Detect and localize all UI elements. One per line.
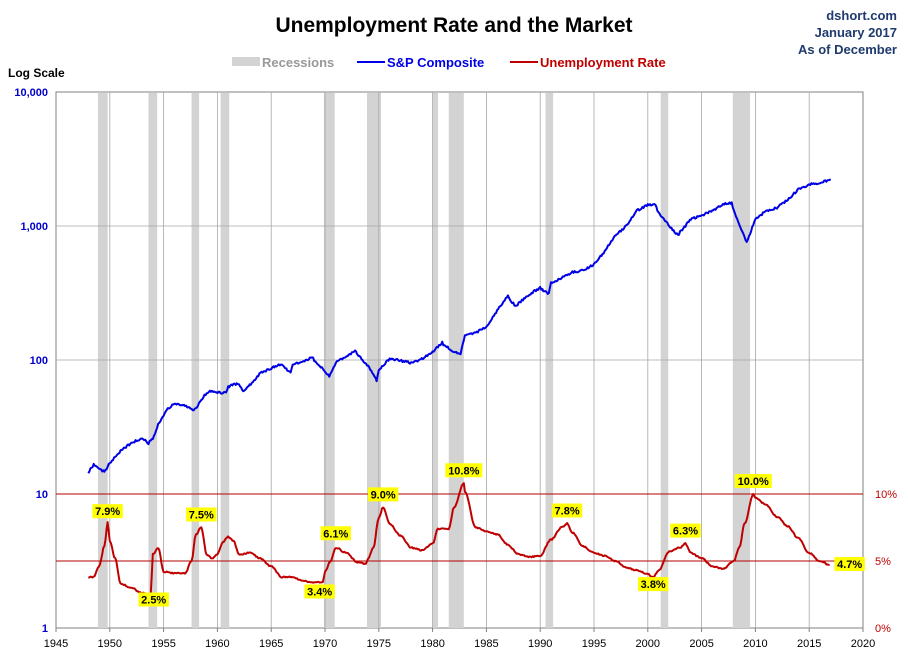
legend: Recessions S&P Composite Unemployment Ra… — [232, 55, 666, 70]
recession-band — [220, 93, 230, 628]
x-tick-label: 1970 — [313, 638, 337, 650]
callout-box — [670, 523, 701, 538]
chart-title: Unemployment Rate and the Market — [275, 14, 632, 37]
left-tick-label: 1 — [42, 623, 48, 635]
callout-box — [186, 507, 217, 522]
legend-label-sp: S&P Composite — [387, 55, 484, 70]
callout-box — [138, 592, 169, 607]
right-tick-label: 0% — [875, 623, 891, 635]
callout-label: 7.9% — [95, 506, 120, 518]
callout-label: 7.8% — [555, 505, 580, 517]
source-as-of: As of December — [798, 42, 897, 57]
callout-box — [320, 526, 351, 541]
left-tick-label: 1,000 — [20, 221, 48, 233]
right-tick-label: 10% — [875, 489, 897, 501]
left-tick-label: 10 — [36, 489, 48, 501]
x-tick-label: 1960 — [205, 638, 229, 650]
x-tick-label: 1985 — [474, 638, 498, 650]
x-tick-label: 1955 — [151, 638, 175, 650]
callout-label: 3.8% — [641, 579, 666, 591]
source-site: dshort.com — [826, 8, 897, 23]
callout-box — [304, 584, 335, 599]
legend-swatch-recessions — [232, 57, 260, 66]
x-tick-label: 1995 — [582, 638, 606, 650]
callout-label: 6.1% — [323, 528, 348, 540]
legend-label-unemp: Unemployment Rate — [540, 55, 666, 70]
x-tick-label: 2010 — [743, 638, 767, 650]
unemployment-rate-line — [88, 482, 830, 596]
x-tick-label: 1980 — [420, 638, 444, 650]
x-axis: 1945 1950 1955 1960 1965 1970 1975 1980 1985 1990… — [44, 628, 875, 650]
callout-box — [445, 463, 483, 478]
recession-band — [545, 93, 554, 628]
x-tick-label: 1975 — [367, 638, 391, 650]
callout-label: 7.5% — [189, 510, 214, 522]
callout-label: 9.0% — [371, 489, 396, 501]
y-scale-label: Log Scale — [8, 66, 65, 80]
series-lines — [87, 178, 832, 596]
left-tick-label: 10,000 — [14, 87, 48, 99]
recession-band — [732, 93, 751, 628]
recession-band — [323, 93, 335, 628]
source-date: January 2017 — [815, 25, 897, 40]
callout-label: 10.8% — [448, 465, 479, 477]
callout-box — [834, 557, 865, 572]
callout-box — [734, 474, 772, 488]
legend-label-recessions: Recessions — [262, 55, 334, 70]
callout-label: 10.0% — [738, 476, 769, 488]
sp-composite-line — [87, 178, 832, 474]
left-axis: 1 10 100 1,000 10,000 — [14, 87, 48, 635]
x-tick-label: 2000 — [636, 638, 660, 650]
x-tick-label: 1945 — [44, 638, 68, 650]
x-tick-label: 1950 — [98, 638, 122, 650]
callout-box — [92, 504, 123, 519]
callout-box — [637, 577, 669, 592]
x-tick-label: 2015 — [797, 638, 821, 650]
callout-box — [367, 487, 399, 502]
recession-band — [448, 93, 464, 628]
recession-band — [432, 93, 438, 628]
callout-box — [551, 503, 583, 518]
callout-label: 2.5% — [141, 595, 166, 607]
callout-label: 3.4% — [307, 586, 332, 598]
callout-label: 6.3% — [673, 526, 698, 538]
recession-band — [148, 93, 158, 628]
callouts: 7.9% 2.5% 7.5% 6.1% 3.4% 9.0% 10.8% 7.8% 6.3% 3.8… — [92, 463, 865, 607]
x-tick-label: 1990 — [528, 638, 552, 650]
recession-band — [191, 93, 200, 628]
x-tick-label: 2005 — [689, 638, 713, 650]
callout-label: 4.7% — [837, 559, 862, 571]
recession-band — [660, 93, 669, 628]
x-tick-label: 2020 — [851, 638, 875, 650]
recession-band — [97, 93, 108, 628]
right-tick-label: 5% — [875, 556, 891, 568]
right-axis: 0% 5% 10% — [875, 489, 897, 635]
left-tick-label: 100 — [30, 355, 48, 367]
x-tick-label: 1965 — [259, 638, 283, 650]
